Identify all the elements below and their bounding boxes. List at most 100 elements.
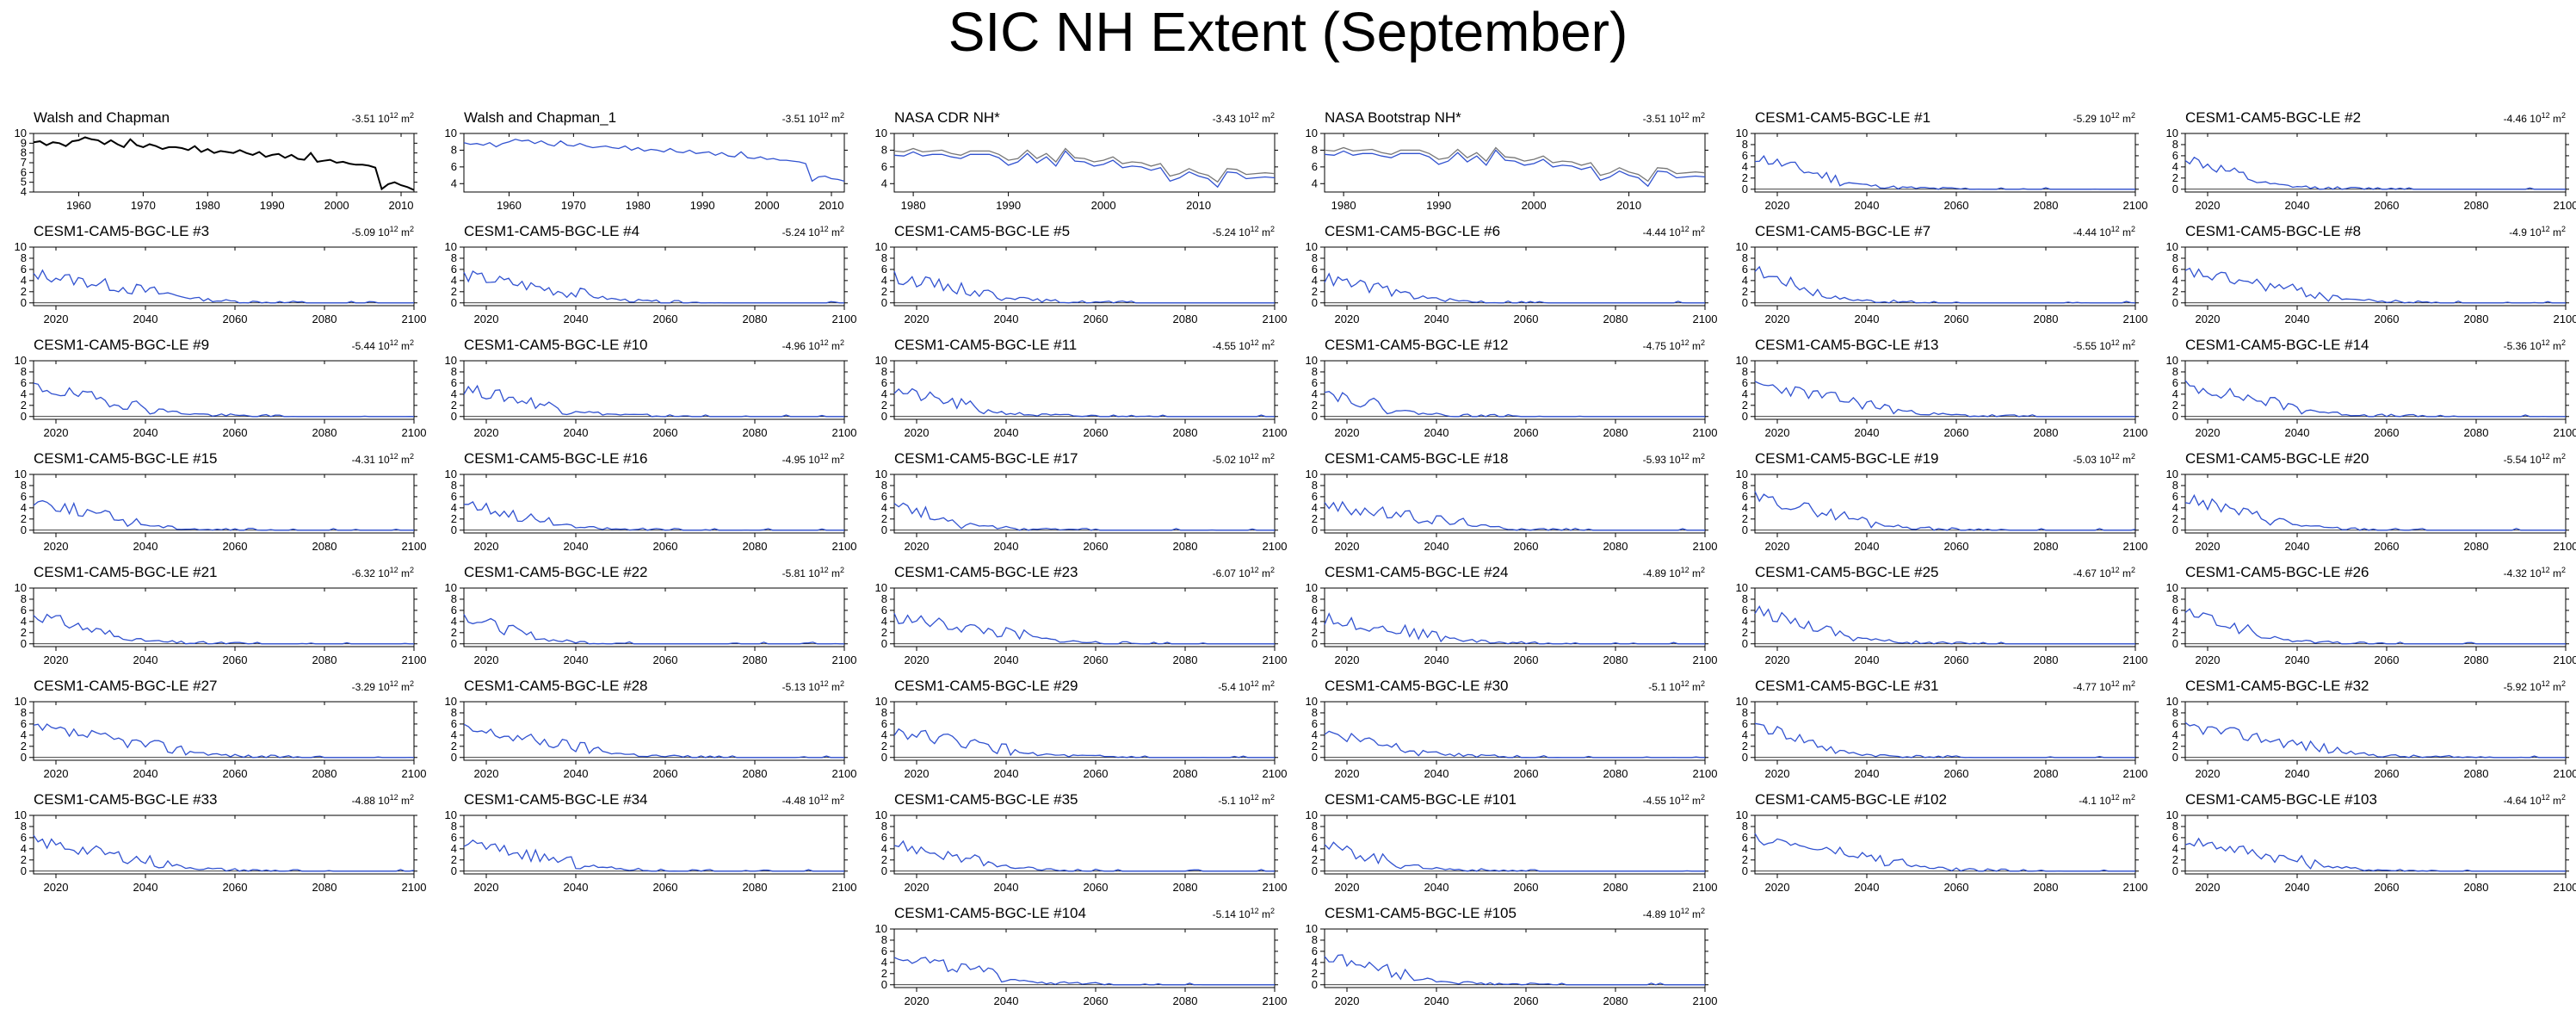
y-tick-label: 2 <box>451 512 457 525</box>
y-tick-label: 10 <box>445 468 457 480</box>
series-line <box>2184 156 2566 190</box>
y-tick-label: 10 <box>445 808 457 821</box>
y-tick-label: 2 <box>1742 626 1748 639</box>
x-tick-label: 2080 <box>2464 540 2489 553</box>
y-tick-label: 6 <box>1312 604 1318 616</box>
y-tick-label: 10 <box>1736 354 1748 367</box>
x-tick-label: 2020 <box>1765 426 1790 439</box>
x-tick-label: 2080 <box>2464 199 2489 212</box>
series-line <box>893 150 1276 189</box>
x-tick-label: 2040 <box>994 994 1019 1007</box>
y-tick-label: 6 <box>21 263 27 276</box>
y-tick-label: 8 <box>1312 251 1318 264</box>
panel-title: CESM1-CAM5-BGC-LE #22 <box>464 564 648 580</box>
x-tick-label: 2100 <box>1693 767 1718 780</box>
x-tick-label: 2020 <box>474 653 499 666</box>
y-tick-label: 6 <box>2172 376 2178 389</box>
series-line <box>893 270 1275 304</box>
x-tick-label: 2040 <box>2285 199 2310 212</box>
y-tick-label: 8 <box>2172 251 2178 264</box>
chart-panel: CESM1-CAM5-BGC-LE #1 -5.29 1012 m2 2020 204… <box>1736 109 2180 222</box>
y-tick-label: 2 <box>1312 853 1318 866</box>
y-tick-label: 2 <box>1742 171 1748 184</box>
x-tick-label: 2100 <box>402 767 427 780</box>
y-tick-label: 4 <box>1742 160 1748 173</box>
panel-title: CESM1-CAM5-BGC-LE #105 <box>1325 905 1517 921</box>
y-tick-label: 2 <box>451 285 457 298</box>
y-tick-label: 0 <box>2172 296 2178 309</box>
y-tick-label: 0 <box>451 637 457 650</box>
trend-label: -4.31 1012 m2 <box>352 452 414 466</box>
y-tick-label: 8 <box>21 365 27 378</box>
chart-panel: CESM1-CAM5-BGC-LE #18 -5.93 1012 m2 2020 20… <box>1306 450 1750 563</box>
trend-label: -4.67 1012 m2 <box>2073 566 2135 579</box>
plot-frame <box>893 587 1276 647</box>
x-tick-label: 2000 <box>755 199 780 212</box>
x-tick-label: 2040 <box>994 881 1019 894</box>
series-line <box>33 269 415 304</box>
trend-label: -4.48 1012 m2 <box>782 793 844 807</box>
trend-label: -5.44 1012 m2 <box>352 338 414 352</box>
x-tick-label: 2100 <box>1263 313 1288 325</box>
x-tick-label: 2100 <box>402 653 427 666</box>
x-tick-label: 2080 <box>2034 653 2059 666</box>
series-line <box>33 136 415 191</box>
y-tick-label: 0 <box>881 751 887 764</box>
plot-frame <box>2184 701 2567 761</box>
y-tick-label: 2 <box>1312 512 1318 525</box>
x-tick-label: 1990 <box>996 199 1021 212</box>
y-tick-label: 6 <box>451 376 457 389</box>
y-tick-label: 0 <box>451 410 457 423</box>
x-tick-label: 2060 <box>1084 767 1109 780</box>
x-tick-label: 2080 <box>2464 653 2489 666</box>
x-tick-label: 2080 <box>2464 767 2489 780</box>
panel-title: CESM1-CAM5-BGC-LE #23 <box>894 564 1078 580</box>
y-tick-label: 2 <box>21 285 27 298</box>
plot-frame <box>1324 701 1706 761</box>
y-tick-label: 6 <box>2172 831 2178 844</box>
chart-panel: CESM1-CAM5-BGC-LE #21 -6.32 1012 m2 2020 20… <box>15 564 459 677</box>
x-tick-label: 1970 <box>131 199 156 212</box>
x-tick-label: 2060 <box>223 881 248 894</box>
y-tick-label: 6 <box>451 831 457 844</box>
chart-panel: CESM1-CAM5-BGC-LE #16 -4.95 1012 m2 2020 20… <box>445 450 889 563</box>
y-tick-label: 2 <box>21 853 27 866</box>
x-tick-label: 2060 <box>1514 994 1539 1007</box>
x-tick-label: 2080 <box>2034 767 2059 780</box>
chart-panel: CESM1-CAM5-BGC-LE #30 -5.1 1012 m2 2020 204… <box>1306 678 1750 790</box>
x-tick-label: 2060 <box>2375 313 2400 325</box>
x-tick-label: 2010 <box>389 199 414 212</box>
y-tick-label: 10 <box>445 581 457 594</box>
y-tick-label: 0 <box>451 751 457 764</box>
panel-title: NASA CDR NH* <box>894 109 1000 126</box>
chart-panel: CESM1-CAM5-BGC-LE #4 -5.24 1012 m2 2020 204… <box>445 223 889 336</box>
y-tick-label: 4 <box>1742 274 1748 287</box>
plot-frame <box>1754 133 2136 193</box>
panel-title: CESM1-CAM5-BGC-LE #14 <box>2185 337 2369 353</box>
y-tick-label: 10 <box>15 695 27 708</box>
x-tick-label: 2100 <box>402 426 427 439</box>
y-tick-label: 10 <box>2166 240 2178 253</box>
y-tick-label: 10 <box>2166 354 2178 367</box>
x-tick-label: 2020 <box>1335 881 1360 894</box>
chart-panel: CESM1-CAM5-BGC-LE #11 -4.55 1012 m2 2020 20… <box>875 337 1319 449</box>
chart-panel: CESM1-CAM5-BGC-LE #2 -4.46 1012 m2 2020 204… <box>2166 109 2576 222</box>
y-tick-label: 8 <box>1312 706 1318 719</box>
trend-label: -3.51 1012 m2 <box>352 111 414 125</box>
x-tick-label: 2100 <box>2554 313 2576 325</box>
plot-frame <box>33 701 415 761</box>
x-tick-label: 1990 <box>690 199 715 212</box>
x-tick-label: 1980 <box>626 199 651 212</box>
trend-label: -5.13 1012 m2 <box>782 679 844 693</box>
plot-frame <box>2184 587 2567 647</box>
panel-title: CESM1-CAM5-BGC-LE #32 <box>2185 678 2369 694</box>
x-tick-label: 2040 <box>994 767 1019 780</box>
x-tick-label: 2080 <box>1603 540 1628 553</box>
y-tick-label: 0 <box>1742 183 1748 195</box>
y-tick-label: 10 <box>1306 695 1318 708</box>
y-tick-label: 0 <box>2172 637 2178 650</box>
panel-title: CESM1-CAM5-BGC-LE #101 <box>1325 791 1517 808</box>
